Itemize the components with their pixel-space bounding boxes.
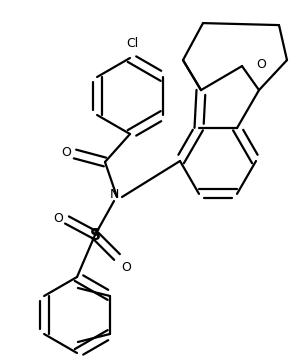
Text: S: S <box>89 227 101 242</box>
Text: O: O <box>53 211 63 225</box>
Text: O: O <box>121 261 131 274</box>
Text: Cl: Cl <box>126 37 138 50</box>
Text: O: O <box>61 147 71 159</box>
Text: N: N <box>109 188 119 201</box>
Text: O: O <box>256 58 266 70</box>
